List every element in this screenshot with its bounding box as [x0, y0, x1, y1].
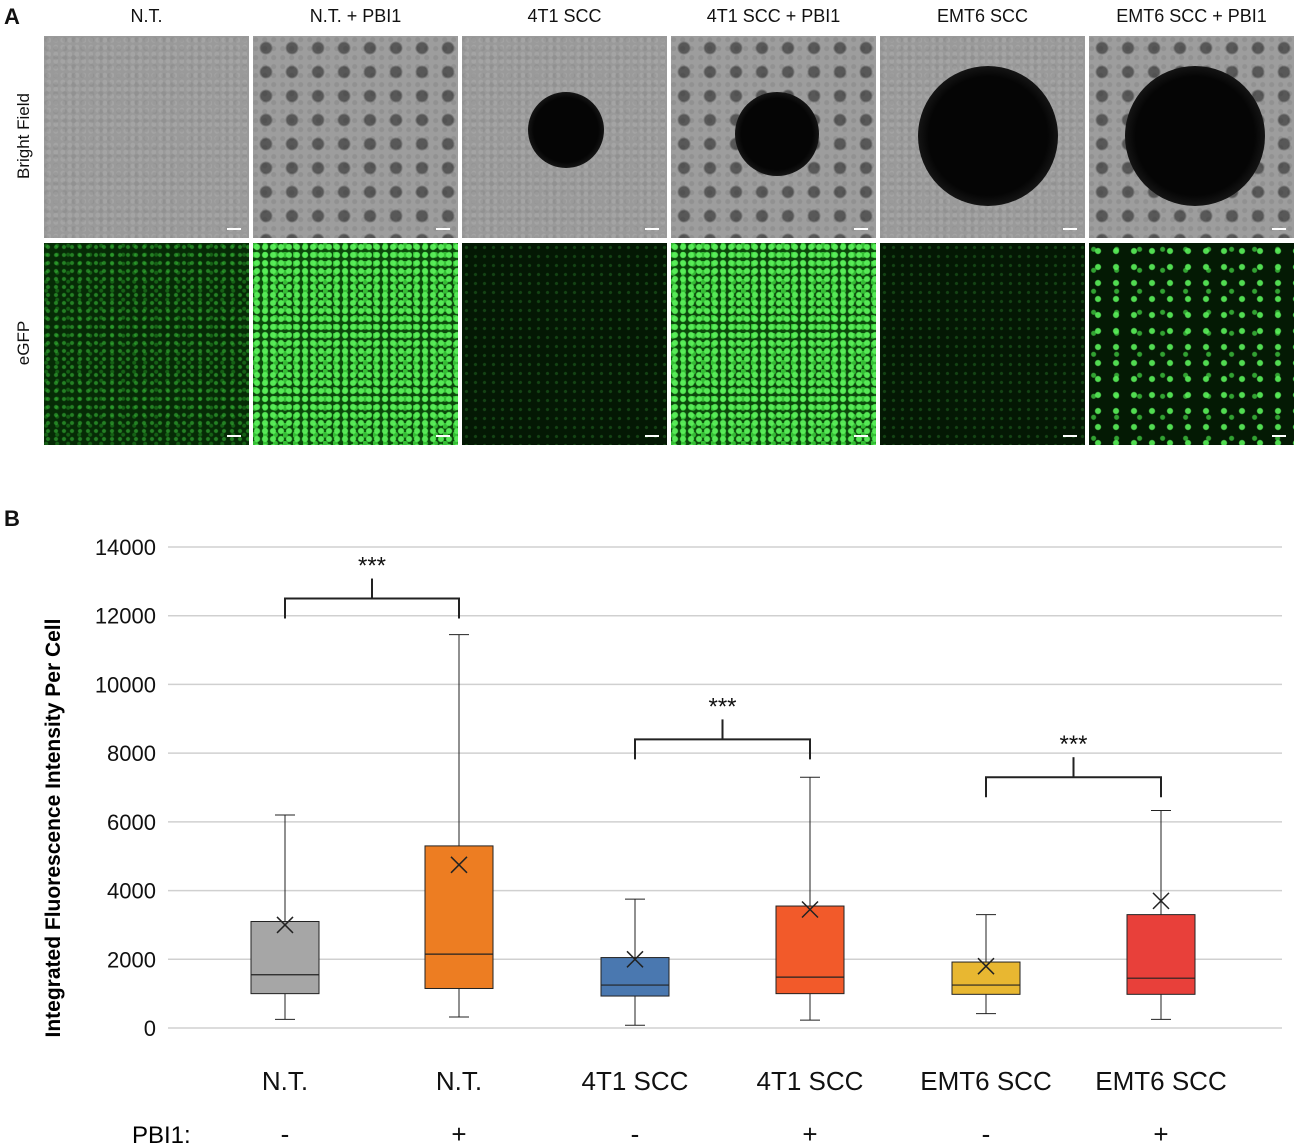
spheroid	[528, 92, 604, 168]
scale-bar	[227, 435, 241, 437]
spheroid	[735, 92, 819, 176]
bright-field-image-4t1-pbi1	[671, 36, 876, 238]
box-body	[424, 845, 494, 989]
box-1	[424, 634, 494, 1018]
box-series	[250, 634, 1196, 1026]
spheroid	[1125, 66, 1265, 206]
box-0	[250, 814, 320, 1020]
panel-b-letter: B	[4, 506, 20, 531]
bright-field-image-nt	[44, 36, 249, 238]
gridlines	[168, 546, 1282, 1029]
y-tick-label: 6000	[107, 810, 156, 835]
column-title-nt-pbi1: N.T. + PBI1	[309, 6, 402, 26]
column-title-4t1: 4T1 SCC	[527, 6, 602, 26]
bright-field-image-nt-pbi1	[253, 36, 458, 238]
column-title-4t1-pbi1: 4T1 SCC + PBI1	[706, 6, 841, 26]
scale-bar	[854, 435, 868, 437]
scale-bar	[854, 228, 868, 230]
x-category-label: N.T.	[262, 1066, 308, 1096]
mean-marker	[276, 916, 294, 934]
scale-bar	[645, 228, 659, 230]
scale-bar	[1063, 435, 1077, 437]
egfp-image-emt6	[880, 243, 1085, 445]
pbi1-value-label: -	[631, 1119, 640, 1146]
scale-bar	[436, 435, 450, 437]
bright-field-image-4t1	[462, 36, 667, 238]
scale-bar	[1063, 228, 1077, 230]
panel-a-letter: A	[4, 4, 20, 29]
box-body	[951, 961, 1021, 995]
pbi1-value-label: -	[281, 1119, 290, 1146]
significance-label: ***	[708, 693, 736, 720]
x-category-label: 4T1 SCC	[582, 1066, 689, 1096]
significance-label: ***	[1059, 731, 1087, 758]
scale-bar	[1272, 435, 1286, 437]
egfp-image-4t1	[462, 243, 667, 445]
box-body	[1126, 914, 1196, 995]
mean-marker	[1152, 892, 1170, 910]
y-tick-label: 10000	[95, 672, 156, 697]
egfp-image-nt	[44, 243, 249, 445]
significance-bracket: ***	[284, 553, 460, 619]
significance-bracket: ***	[985, 731, 1162, 798]
column-title-emt6-pbi1: EMT6 SCC + PBI1	[1116, 6, 1267, 26]
box-4	[951, 914, 1021, 1015]
significance-label: ***	[358, 553, 386, 580]
x-category-label: EMT6 SCC	[920, 1066, 1051, 1096]
y-tick-label: 8000	[107, 741, 156, 766]
bracket-line	[634, 738, 811, 760]
pbi1-value-label: +	[802, 1119, 817, 1146]
scale-bar	[645, 435, 659, 437]
pbi1-value-label: +	[1153, 1119, 1168, 1146]
significance-brackets: *** *** ***	[284, 553, 1162, 798]
y-tick-label: 2000	[107, 947, 156, 972]
mean-marker	[801, 900, 819, 918]
x-axis-labels: N.T. - N.T. +4T1 SCC - 4T1 SCC + EMT6 SCC - EMT6 …	[262, 1066, 1227, 1146]
mean-marker	[450, 856, 468, 874]
box-body	[775, 905, 845, 995]
egfp-image-emt6-pbi1	[1089, 243, 1294, 445]
column-title-nt: N.T.	[130, 6, 163, 26]
y-axis-ticks: 0 2000 4000 6000 8000 10000 12000 14000	[95, 535, 156, 1041]
box-2	[600, 898, 670, 1026]
bracket-line	[284, 597, 460, 619]
pbi1-value-label: +	[451, 1119, 466, 1146]
egfp-image-4t1-pbi1	[671, 243, 876, 445]
pbi1-value-label: -	[982, 1119, 991, 1146]
mean-marker	[977, 957, 995, 975]
egfp-image-nt-pbi1	[253, 243, 458, 445]
mean-marker	[626, 950, 644, 968]
bright-field-image-emt6-pbi1	[1089, 36, 1294, 238]
column-title-emt6: EMT6 SCC	[936, 6, 1028, 26]
bracket-line	[985, 776, 1162, 798]
box-body	[250, 920, 320, 995]
x-category-label: N.T.	[436, 1066, 482, 1096]
scale-bar	[227, 228, 241, 230]
box-body	[600, 957, 670, 997]
scale-bar	[1272, 228, 1286, 230]
x-category-label: 4T1 SCC	[757, 1066, 864, 1096]
spheroid	[918, 66, 1058, 206]
y-tick-label: 12000	[95, 604, 156, 629]
box-3	[775, 776, 845, 1021]
y-axis-label: Integrated Fluorescence Intensity Per Ce…	[42, 619, 65, 1038]
y-tick-label: 4000	[107, 879, 156, 904]
box-5	[1126, 810, 1196, 1020]
bright-field-image-emt6	[880, 36, 1085, 238]
significance-bracket: ***	[634, 693, 811, 760]
y-tick-label: 0	[144, 1016, 156, 1041]
pbi1-row-label: PBI1:	[132, 1122, 191, 1146]
y-tick-label: 14000	[95, 535, 156, 560]
x-category-label: EMT6 SCC	[1095, 1066, 1226, 1096]
scale-bar	[436, 228, 450, 230]
